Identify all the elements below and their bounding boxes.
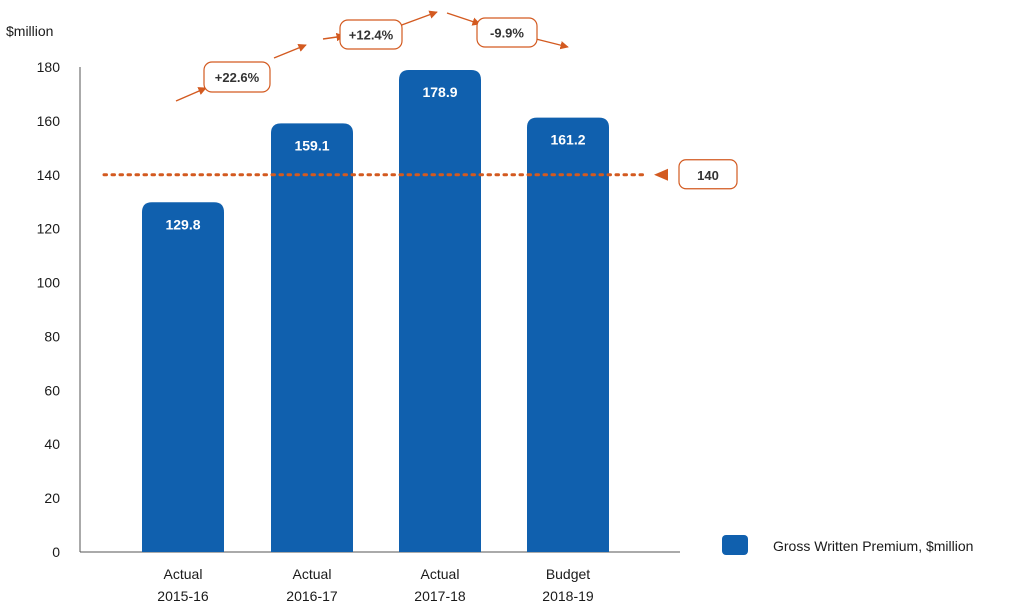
legend-swatch xyxy=(722,535,748,555)
bar xyxy=(271,123,353,552)
bar xyxy=(399,69,481,552)
legend: Gross Written Premium, $million xyxy=(722,535,973,555)
x-tick-label: 2015-16 xyxy=(157,588,209,604)
growth-callout xyxy=(339,19,403,50)
growth-annotations: +22.6% +12.4% -9.9% xyxy=(175,10,569,102)
bar-value-label: 178.9 xyxy=(422,84,457,100)
x-tick-label: Actual xyxy=(293,566,332,582)
x-tick-label: 2018-19 xyxy=(542,588,594,604)
y-tick-label: 100 xyxy=(37,275,61,291)
bar xyxy=(142,202,224,552)
y-tick-label: 140 xyxy=(37,167,61,183)
y-tick-label: 120 xyxy=(37,221,61,237)
growth-label: +12.4% xyxy=(349,28,394,43)
x-tick-label: Actual xyxy=(164,566,203,582)
x-tick-label: Actual xyxy=(421,566,460,582)
bar-value-label: 159.1 xyxy=(294,137,329,153)
y-tick-label: 0 xyxy=(52,544,60,560)
y-tick-label: 40 xyxy=(44,436,60,452)
reference-arrow xyxy=(654,168,668,181)
growth-arrow xyxy=(398,10,438,27)
y-tick-label: 80 xyxy=(44,328,60,344)
reference-line-group: 140 xyxy=(102,159,738,190)
growth-arrow xyxy=(535,38,569,50)
growth-callout xyxy=(203,61,271,93)
bar-value-label: 161.2 xyxy=(550,132,585,148)
y-tick-label: 60 xyxy=(44,382,60,398)
bar-value-label: 129.8 xyxy=(165,216,200,232)
legend-label: Gross Written Premium, $million xyxy=(773,538,973,554)
x-tick-label: 2016-17 xyxy=(286,588,338,604)
growth-callout xyxy=(476,17,538,48)
x-tick-label: 2017-18 xyxy=(414,588,466,604)
y-tick-label: 180 xyxy=(37,59,61,75)
y-axis: 0 20 40 60 80 100 120 140 160 180 xyxy=(37,59,81,560)
growth-arrow xyxy=(175,87,207,102)
reference-callout xyxy=(678,159,738,190)
x-tick-label: Budget xyxy=(546,566,590,582)
bar xyxy=(527,117,609,553)
y-unit-label: $million xyxy=(6,23,53,39)
growth-label: +22.6% xyxy=(215,70,260,85)
growth-arrow xyxy=(273,43,307,59)
y-tick-label: 160 xyxy=(37,113,61,129)
y-tick-label: 20 xyxy=(44,490,60,506)
growth-label: -9.9% xyxy=(490,26,524,41)
x-axis: Actual 2015-16 Actual 2016-17 Actual 2017-18 B… xyxy=(80,551,680,604)
growth-arrow xyxy=(446,12,481,26)
reference-value-label: 140 xyxy=(697,168,719,183)
bars: 129.8 159.1 178.9 161.2 xyxy=(142,69,609,553)
